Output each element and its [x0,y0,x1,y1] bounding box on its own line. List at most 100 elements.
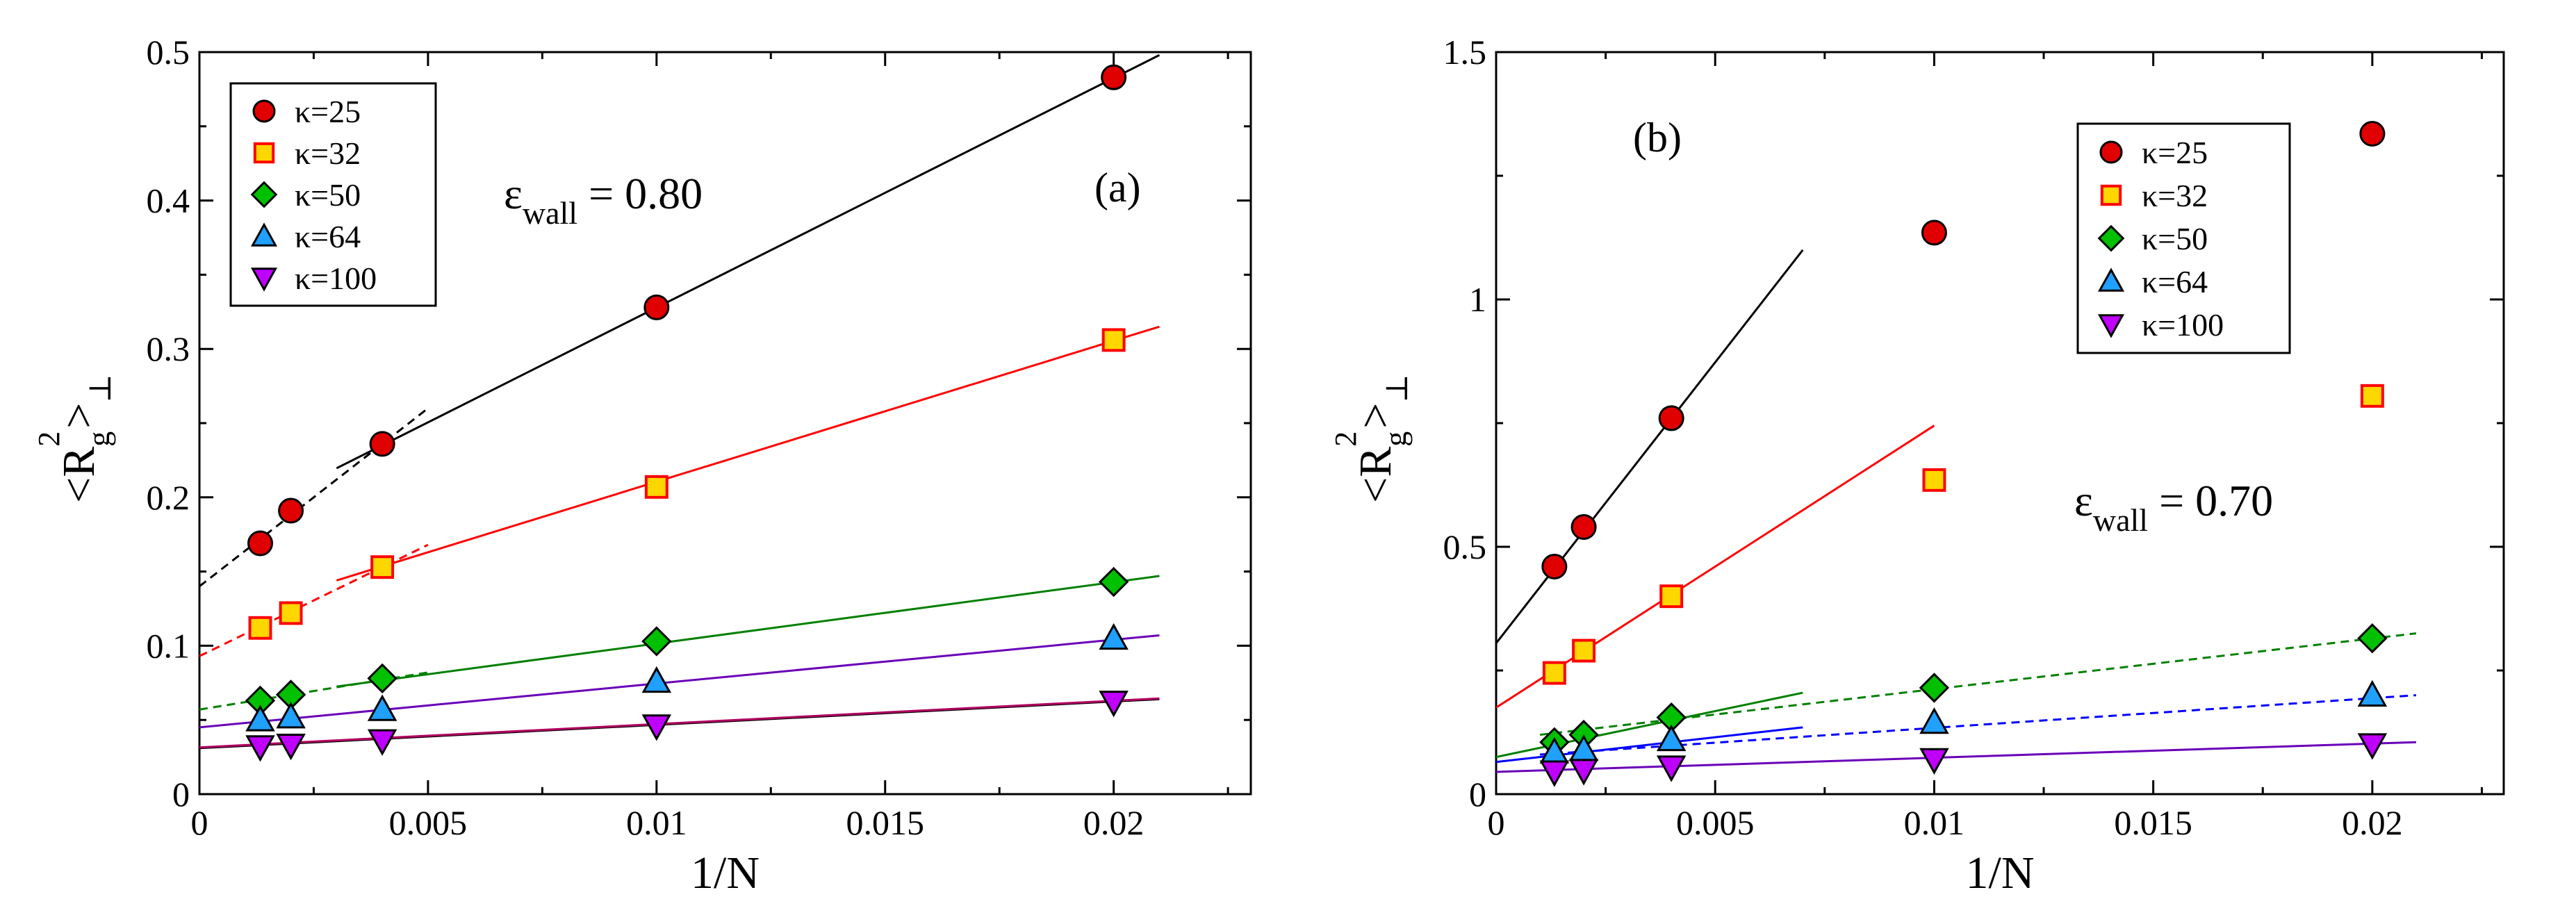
legend-marker [2099,140,2123,164]
panel-b: 0 0.005 0.01 0.015 0.02 0 0.5 1 1.5 1/N <Rg2>⊥ κ=25… [1329,33,2505,898]
legend-label: κ=50 [2142,221,2208,256]
fit-lines [199,53,1160,750]
x-tick-label: 0.01 [626,803,687,842]
y-tick-label: 0.4 [147,181,190,220]
data-point [1570,514,1597,541]
data-point [248,616,272,640]
data-point [2357,680,2388,707]
legend-label: κ=25 [295,94,361,129]
data-point [641,714,672,741]
legend-marker [2097,314,2125,338]
legend-label: κ=64 [295,219,361,254]
data-point [367,663,397,694]
data-point [279,601,303,625]
y-tick-label: 0.1 [147,626,190,665]
x-tick-label: 0.015 [846,803,924,842]
legend-marker [252,99,276,123]
panel-label: (a) [1094,165,1141,211]
legend-label: κ=50 [295,177,361,213]
fit-line [1539,694,2417,756]
y-axis-label: <Rg2>⊥ [1329,374,1414,503]
data-point [1922,468,1946,492]
legend-marker [2097,267,2125,292]
data-point [370,555,395,579]
data-point [2357,623,2388,654]
x-tick-label: 0 [1488,803,1505,842]
series-3 [1539,623,2388,757]
legend-marker [250,181,278,208]
series-1 [247,64,1127,557]
epsilon-annotation: εwall = 0.80 [504,169,703,231]
fit-line [336,325,1160,582]
plot-frame [1495,51,2505,796]
panel-a: 0 0.005 0.01 0.015 0.02 0 0.1 0.2 0.3 0.4 0.5 1/N <R… [32,33,1252,898]
y-tick-label: 0.5 [1443,527,1487,566]
legend-marker [2100,184,2122,206]
data-point [1658,405,1684,431]
fit-line [1496,425,1935,709]
data-point [2360,384,2384,408]
data-point [1921,220,1947,246]
series-4 [245,623,1129,732]
data-point [278,497,304,524]
data-point [367,694,397,721]
legend: κ=25 κ=32 κ=50 κ=64 κ=100 [2076,122,2291,354]
y-tick-label: 1 [1469,280,1486,319]
data-point [2357,733,2388,760]
x-tick-label: 0.01 [1904,803,1965,842]
data-point [1101,328,1126,352]
data-point [1539,760,1570,787]
data-point [276,734,306,761]
fit-line [199,697,1160,749]
x-tick-label: 0.005 [389,803,468,842]
legend-marker [250,222,278,247]
data-point [2359,120,2386,147]
series-1 [1541,120,2386,579]
y-tick-label: 1.5 [1443,33,1487,72]
legend-label: κ=100 [2142,307,2224,343]
fit-line [199,671,429,711]
data-point [1541,553,1568,579]
data-point [1542,661,1566,685]
legend: κ=25 κ=32 κ=50 κ=64 κ=100 [229,82,437,307]
data-point [1568,759,1599,786]
x-tick-label: 0.02 [2342,803,2403,842]
x-tick-label: 0.015 [2114,803,2192,842]
data-point [1099,691,1129,718]
panel-label: (b) [1633,115,1682,160]
y-tick-label: 0.5 [147,33,190,72]
data-point [1919,673,1950,703]
y-tick-label: 0.2 [147,478,190,517]
legend-label: κ=32 [295,135,361,171]
data-point [1099,623,1129,650]
data-point [1572,639,1596,663]
data-point [1919,707,1949,734]
data-point [245,735,275,762]
data-point [1098,566,1129,598]
data-point [245,705,275,732]
fit-line [199,634,1160,729]
legend-marker [250,267,278,292]
series-5 [1539,733,2388,787]
series-4 [1539,680,2388,764]
legend-label: κ=32 [2142,178,2208,213]
legend-label: κ=25 [2142,135,2208,170]
y-axis-label: <Rg2>⊥ [32,374,117,503]
series-2 [248,328,1126,640]
series-2 [1542,384,2384,685]
data-point [641,666,672,693]
data-point [247,530,273,557]
data-point [643,294,670,320]
data-point [1659,584,1684,609]
data-point [1656,724,1687,752]
y-tick-label: 0 [172,775,190,814]
y-tick-label: 0 [1469,775,1486,814]
x-axis-label: 1/N [1966,848,2035,898]
x-tick-label: 0 [191,803,208,842]
data-point [641,626,672,657]
data-point [1101,64,1127,90]
epsilon-annotation: εwall = 0.70 [2074,476,2273,538]
x-tick-label: 0.005 [1676,803,1755,842]
data-point [1656,755,1687,782]
